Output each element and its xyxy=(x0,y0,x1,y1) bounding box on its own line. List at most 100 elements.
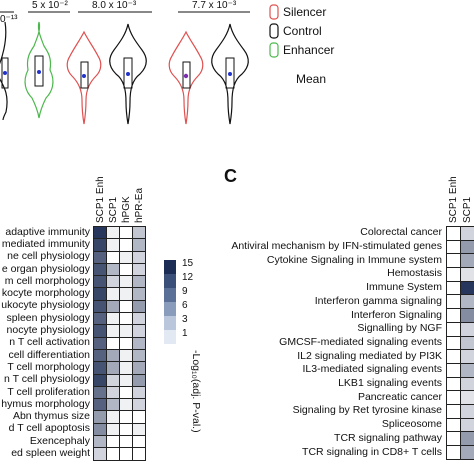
violin-box xyxy=(80,61,89,89)
heatmap-cell xyxy=(120,313,133,326)
heatmap-cell xyxy=(107,263,120,277)
colorbar-swatch xyxy=(164,274,176,288)
heatmap-cell xyxy=(120,276,133,289)
heatmap-cell xyxy=(94,251,107,264)
heatmap-cell xyxy=(461,404,474,419)
heatmap-cell xyxy=(120,399,133,412)
heatmap-cell xyxy=(447,295,461,310)
heatmap-cell xyxy=(120,337,133,350)
heatmap-cell xyxy=(107,362,120,375)
heatmap-row-label: Hemostasis xyxy=(387,267,442,280)
colorbar-tick-label: 12 xyxy=(182,272,194,283)
heatmap-row-label: spleen physiology xyxy=(6,311,90,324)
heatmap-row-label: cell differentiation xyxy=(8,348,90,361)
heatmap-cell xyxy=(447,350,461,364)
heatmap-cell xyxy=(120,374,133,387)
heatmap-cell xyxy=(120,423,133,437)
heatmap-cell xyxy=(133,423,146,437)
heatmap-row-label: Interferon Signaling xyxy=(350,308,442,321)
heatmap-row-label: m cell morphology xyxy=(4,274,90,287)
heatmap-cell xyxy=(120,300,133,314)
heatmap-cell xyxy=(133,386,146,400)
heatmap-cell xyxy=(94,288,107,301)
heatmap-cell xyxy=(447,432,461,446)
heatmap-row-label: IL3-mediated signaling events xyxy=(302,363,442,376)
heatmap-cell xyxy=(461,391,474,405)
heatmap-cell xyxy=(461,268,474,282)
heatmap-row-label: TCR signaling pathway xyxy=(334,431,442,444)
heatmap-cell xyxy=(447,227,461,241)
heatmap-cell xyxy=(94,313,107,326)
heatmap-cell xyxy=(94,362,107,375)
violin-control xyxy=(109,23,147,125)
heatmap-cell xyxy=(94,276,107,289)
legend-swatch-control xyxy=(269,23,279,39)
heatmap-row-label: Exencephaly xyxy=(29,434,90,447)
colorbar-tick-label: 9 xyxy=(182,286,188,297)
heatmap-cell xyxy=(107,276,120,289)
heatmap-cell xyxy=(133,337,146,350)
heatmap-column-label: SCP1 xyxy=(107,196,119,223)
heatmap-cell xyxy=(107,386,120,400)
heatmap-column-label: hPGK xyxy=(120,196,132,223)
heatmap-row-label: TCR signaling in CD8+ T cells xyxy=(302,445,442,458)
heatmap-cell xyxy=(107,436,120,449)
colorbar-swatch xyxy=(164,260,176,274)
heatmap-cell xyxy=(461,350,474,364)
heatmap-cell xyxy=(461,363,474,378)
heatmap-cell xyxy=(133,448,146,461)
heatmap-cell xyxy=(94,374,107,387)
heatmap-row-label: e organ physiology xyxy=(1,262,90,275)
heatmap-cell xyxy=(94,300,107,314)
heatmap-cell xyxy=(133,349,146,363)
mean-dot xyxy=(126,72,130,76)
heatmap-cell xyxy=(447,309,461,323)
heatmap-row-label: n T cell activation xyxy=(9,336,90,349)
heatmap-cell xyxy=(120,263,133,277)
heatmap-cell xyxy=(120,448,133,461)
heatmap-row-label: Immune System xyxy=(366,281,442,294)
mean-dot xyxy=(82,74,86,78)
violin-control xyxy=(211,23,249,125)
heatmap-cell xyxy=(120,386,133,400)
heatmap-cell xyxy=(447,404,461,419)
heatmap-cell xyxy=(461,309,474,323)
colorbar-tick-label: 3 xyxy=(182,314,188,325)
heatmap-cell xyxy=(447,254,461,269)
heatmap-row-label: ed spleen weight xyxy=(11,447,90,460)
pvalue-label: 5 x 10⁻² xyxy=(32,0,68,11)
mean-dot xyxy=(3,71,7,75)
heatmap-column-label: hPR-Ea xyxy=(133,187,145,223)
pvalue-label: 7.7 x 10⁻³ xyxy=(192,0,237,11)
heatmap-cell xyxy=(461,254,474,269)
violin-box xyxy=(123,57,133,89)
violin-box xyxy=(1,57,9,89)
violin-box xyxy=(34,55,44,87)
heatmap-row-label: Abn thymus size xyxy=(12,410,90,423)
heatmap-cell xyxy=(447,281,461,296)
colorbar-title: -Log₁₀(adj. P-val.) xyxy=(190,350,202,433)
heatmap-cell xyxy=(133,251,146,264)
heatmap-cell xyxy=(461,227,474,241)
heatmap-cell xyxy=(133,227,146,240)
heatmap-cell xyxy=(94,423,107,437)
colorbar xyxy=(164,260,176,344)
heatmap-row-label: Antiviral mechanism by IFN-stimulated ge… xyxy=(231,240,442,253)
heatmap-row-label: Spliceosome xyxy=(381,418,442,431)
colorbar-swatch xyxy=(164,288,176,302)
heatmap-row-label: ukocyte physiology xyxy=(1,299,90,312)
heatmap-cell xyxy=(107,448,120,461)
heatmap-row-label: Signalling by NGF xyxy=(357,322,442,335)
heatmap-cell xyxy=(107,337,120,350)
heatmap-column-label: SCP1 Enh xyxy=(448,176,459,223)
heatmap-cell xyxy=(133,239,146,252)
heatmap-row-label: Pancreatic cancer xyxy=(357,390,442,403)
heatmap-cell xyxy=(94,263,107,277)
heatmap-row-label: mediated immunity xyxy=(1,237,90,250)
heatmap-column-label: SCP1 xyxy=(462,196,473,223)
heatmap-b xyxy=(93,226,146,461)
heatmap-cell xyxy=(120,288,133,301)
heatmap-row-label: Colorectal cancer xyxy=(360,226,442,239)
heatmap-c xyxy=(446,226,474,460)
violin-plot xyxy=(0,4,279,125)
